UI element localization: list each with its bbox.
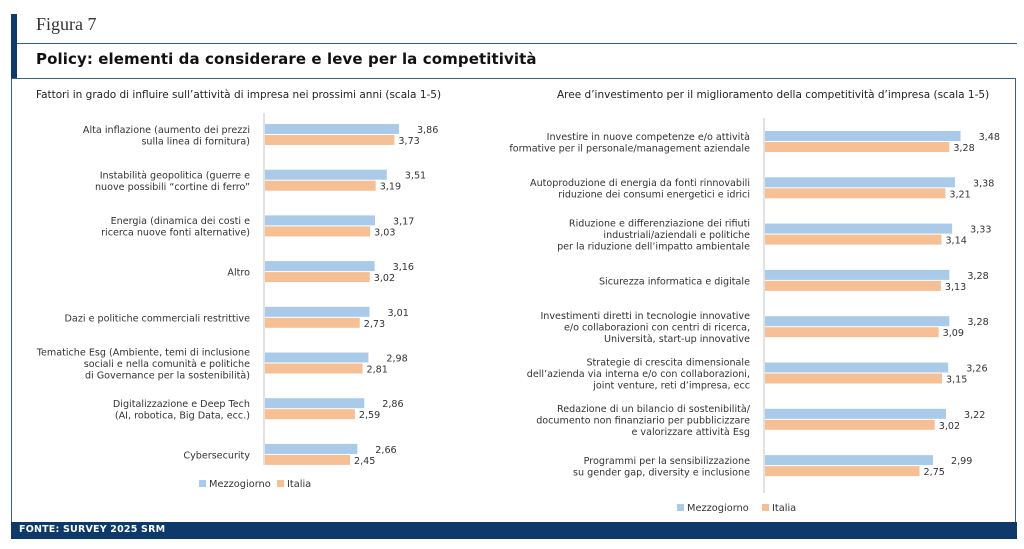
legend-label-mezzogiorno: Mezzogiorno [687, 503, 749, 514]
legend-swatch-italia [277, 480, 284, 487]
figure-title: Policy: elementi da considerare e leve p… [36, 50, 537, 68]
legend-swatch-italia [762, 504, 769, 511]
legend-label-mezzogiorno: Mezzogiorno [209, 479, 271, 490]
bar-mezzogiorno [265, 261, 375, 272]
left-chart-title: Fattori in grado di influire sull’attivi… [36, 89, 442, 101]
bar-italia [765, 280, 941, 291]
data-label-mezzogiorno: 3,38 [973, 178, 994, 189]
bar-mezzogiorno [765, 177, 955, 188]
data-label-mezzogiorno: 3,22 [964, 410, 985, 421]
data-label-italia: 3,15 [946, 375, 967, 386]
right-chart-title: Aree d’investimento per il miglioramento… [557, 89, 990, 101]
legend-label-italia: Italia [287, 479, 311, 490]
data-label-mezzogiorno: 3,33 [970, 225, 991, 236]
category-label: Cybersecurity [183, 450, 250, 461]
bar-mezzogiorno [265, 215, 375, 226]
data-label-mezzogiorno: 3,48 [979, 132, 1000, 143]
data-label-mezzogiorno: 2,98 [386, 354, 407, 365]
bar-italia [265, 135, 395, 145]
data-label-italia: 2,75 [924, 467, 945, 478]
category-label: Riduzione e differenziazione dei rifiuti… [557, 219, 750, 253]
category-label: Digitalizzazione e Deep Tech (AI, robotic… [113, 399, 250, 422]
category-label: Investire in nuove competenze e/o attivi… [509, 131, 750, 155]
data-label-mezzogiorno: 3,16 [393, 262, 414, 273]
bar-mezzogiorno [265, 398, 365, 409]
category-label: Strategie di crescita dimensionale dell’a… [527, 358, 750, 392]
bar-italia [265, 272, 370, 283]
legend-swatch-mezzogiorno [677, 504, 684, 511]
data-label-italia: 3,03 [374, 227, 395, 238]
data-label-italia: 3,14 [945, 236, 966, 247]
bar-italia [265, 454, 351, 465]
data-label-italia: 3,21 [949, 189, 970, 200]
bar-italia [265, 409, 355, 420]
bar-italia [765, 188, 946, 199]
data-label-mezzogiorno: 2,66 [375, 445, 396, 456]
data-label-mezzogiorno: 3,51 [405, 171, 426, 182]
bar-mezzogiorno [765, 455, 934, 466]
figure-label: Figura 7 [36, 14, 97, 34]
bar-mezzogiorno [265, 124, 399, 134]
category-label: Redazione di un bilancio di sostenibilit… [536, 403, 751, 438]
bar-mezzogiorno [765, 223, 953, 234]
data-label-mezzogiorno: 3,17 [393, 216, 414, 227]
category-label: Dazi e politiche commerciali restrittive [65, 313, 251, 324]
data-label-italia: 3,09 [943, 328, 964, 339]
bar-mezzogiorno [265, 443, 358, 454]
bar-italia [265, 317, 360, 328]
bar-mezzogiorno [765, 316, 950, 327]
bar-italia [265, 226, 371, 237]
bar-italia [765, 234, 942, 245]
category-label: Programmi per la sensibilizzazione su gen… [573, 456, 750, 479]
bar-italia [765, 466, 920, 477]
bar-mezzogiorno [765, 131, 961, 141]
accent-bar [11, 14, 17, 79]
data-label-mezzogiorno: 2,86 [382, 399, 403, 410]
data-label-italia: 2,45 [354, 456, 375, 467]
data-label-mezzogiorno: 3,26 [966, 364, 987, 375]
bar-mezzogiorno [765, 408, 946, 419]
source-text: FONTE: SURVEY 2025 SRM [19, 524, 166, 535]
data-label-italia: 2,73 [364, 319, 385, 330]
data-label-mezzogiorno: 3,28 [967, 271, 988, 282]
bar-italia [765, 142, 950, 152]
bar-italia [265, 363, 363, 374]
bar-mezzogiorno [265, 169, 387, 180]
bar-mezzogiorno [265, 352, 369, 363]
header-divider [17, 43, 1017, 44]
data-label-italia: 3,73 [398, 136, 419, 147]
source-footer: FONTE: SURVEY 2025 SRM [11, 522, 1017, 539]
category-label: Tematiche Esg (Ambiente, temi di inclusi… [36, 348, 250, 382]
category-label: Altro [227, 268, 250, 279]
category-label: Investimenti diretti in tecnologie innov… [540, 311, 750, 345]
category-label: Autoproduzione di energia da fonti rinno… [530, 178, 750, 201]
data-label-italia: 3,28 [953, 143, 974, 154]
bar-mezzogiorno [265, 306, 370, 317]
data-label-mezzogiorno: 3,86 [417, 125, 438, 136]
bar-italia [765, 373, 943, 384]
charts-panel [11, 78, 1016, 522]
data-label-mezzogiorno: 3,01 [387, 308, 408, 319]
data-label-italia: 2,81 [367, 365, 388, 376]
data-label-italia: 2,59 [359, 410, 380, 421]
bar-mezzogiorno [765, 269, 950, 280]
category-label: Instabilità geopolitica (guerre e nuove p… [95, 169, 250, 193]
bar-italia [265, 180, 376, 191]
category-label: Alta inflazione (aumento dei prezzi sulla… [83, 125, 250, 148]
data-label-mezzogiorno: 3,28 [967, 317, 988, 328]
data-label-italia: 3,02 [374, 273, 395, 284]
legend-label-italia: Italia [772, 503, 796, 514]
bar-mezzogiorno [765, 362, 949, 373]
category-label: Sicurezza informatica e digitale [599, 276, 750, 287]
data-label-italia: 3,13 [945, 282, 966, 293]
data-label-italia: 3,19 [380, 182, 401, 193]
data-label-italia: 3,02 [939, 421, 960, 432]
legend-swatch-mezzogiorno [199, 480, 206, 487]
bar-italia [765, 419, 935, 430]
bar-italia [765, 327, 939, 338]
category-label: Energia (dinamica dei costi e ricerca nuo… [101, 216, 250, 239]
data-label-mezzogiorno: 2,99 [951, 456, 972, 467]
